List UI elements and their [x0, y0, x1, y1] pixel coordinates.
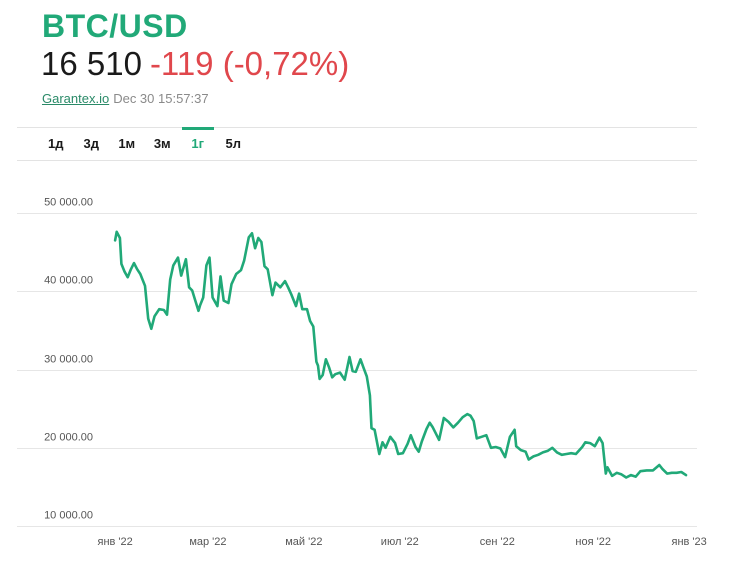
- quote-meta: Garantex.io Dec 30 15:57:37: [42, 91, 209, 106]
- x-tick-label: май '22: [285, 536, 322, 548]
- tab-3m[interactable]: 3м: [153, 136, 171, 151]
- y-axis: 10 000.00 20 000.00 30 000.00 40 000.00 50 0…: [44, 197, 93, 522]
- tab-3d[interactable]: 3д: [83, 136, 99, 151]
- x-tick-label: ноя '22: [575, 536, 611, 548]
- x-axis: янв '22 мар '22 май '22 июл '22 сен '22 ноя '…: [98, 536, 707, 548]
- period-tabs: 1д 3д 1м 3м 1г 5л: [38, 127, 251, 160]
- current-price: 16 510: [41, 45, 142, 82]
- pair-title: BTC/USD: [42, 8, 188, 44]
- source-link[interactable]: Garantex.io: [42, 91, 110, 106]
- x-tick-label: янв '23: [671, 536, 706, 548]
- price-line: [113, 230, 688, 479]
- x-tick-label: сен '22: [480, 536, 515, 548]
- price-change: -119 (-0,72%): [149, 45, 350, 82]
- quote-timestamp: Dec 30 15:57:37: [113, 91, 209, 106]
- tab-1y[interactable]: 1г: [180, 127, 216, 160]
- tab-1m[interactable]: 1м: [118, 136, 136, 151]
- y-tick-label: 10 000.00: [44, 510, 93, 522]
- y-tick-label: 30 000.00: [44, 354, 93, 366]
- tabs-divider-bottom: [17, 160, 697, 161]
- y-tick-label: 50 000.00: [44, 197, 93, 209]
- chart-gridlines: [17, 213, 697, 527]
- y-tick-label: 40 000.00: [44, 275, 93, 287]
- x-tick-label: янв '22: [98, 536, 133, 548]
- price-quote: 16 510 -119 (-0,72%): [41, 45, 349, 83]
- tab-1d[interactable]: 1д: [48, 136, 64, 151]
- y-tick-label: 20 000.00: [44, 432, 93, 444]
- x-tick-label: июл '22: [381, 536, 419, 548]
- tab-5y[interactable]: 5л: [225, 136, 242, 151]
- tabs-divider-top: [17, 127, 697, 128]
- x-tick-label: мар '22: [189, 536, 226, 548]
